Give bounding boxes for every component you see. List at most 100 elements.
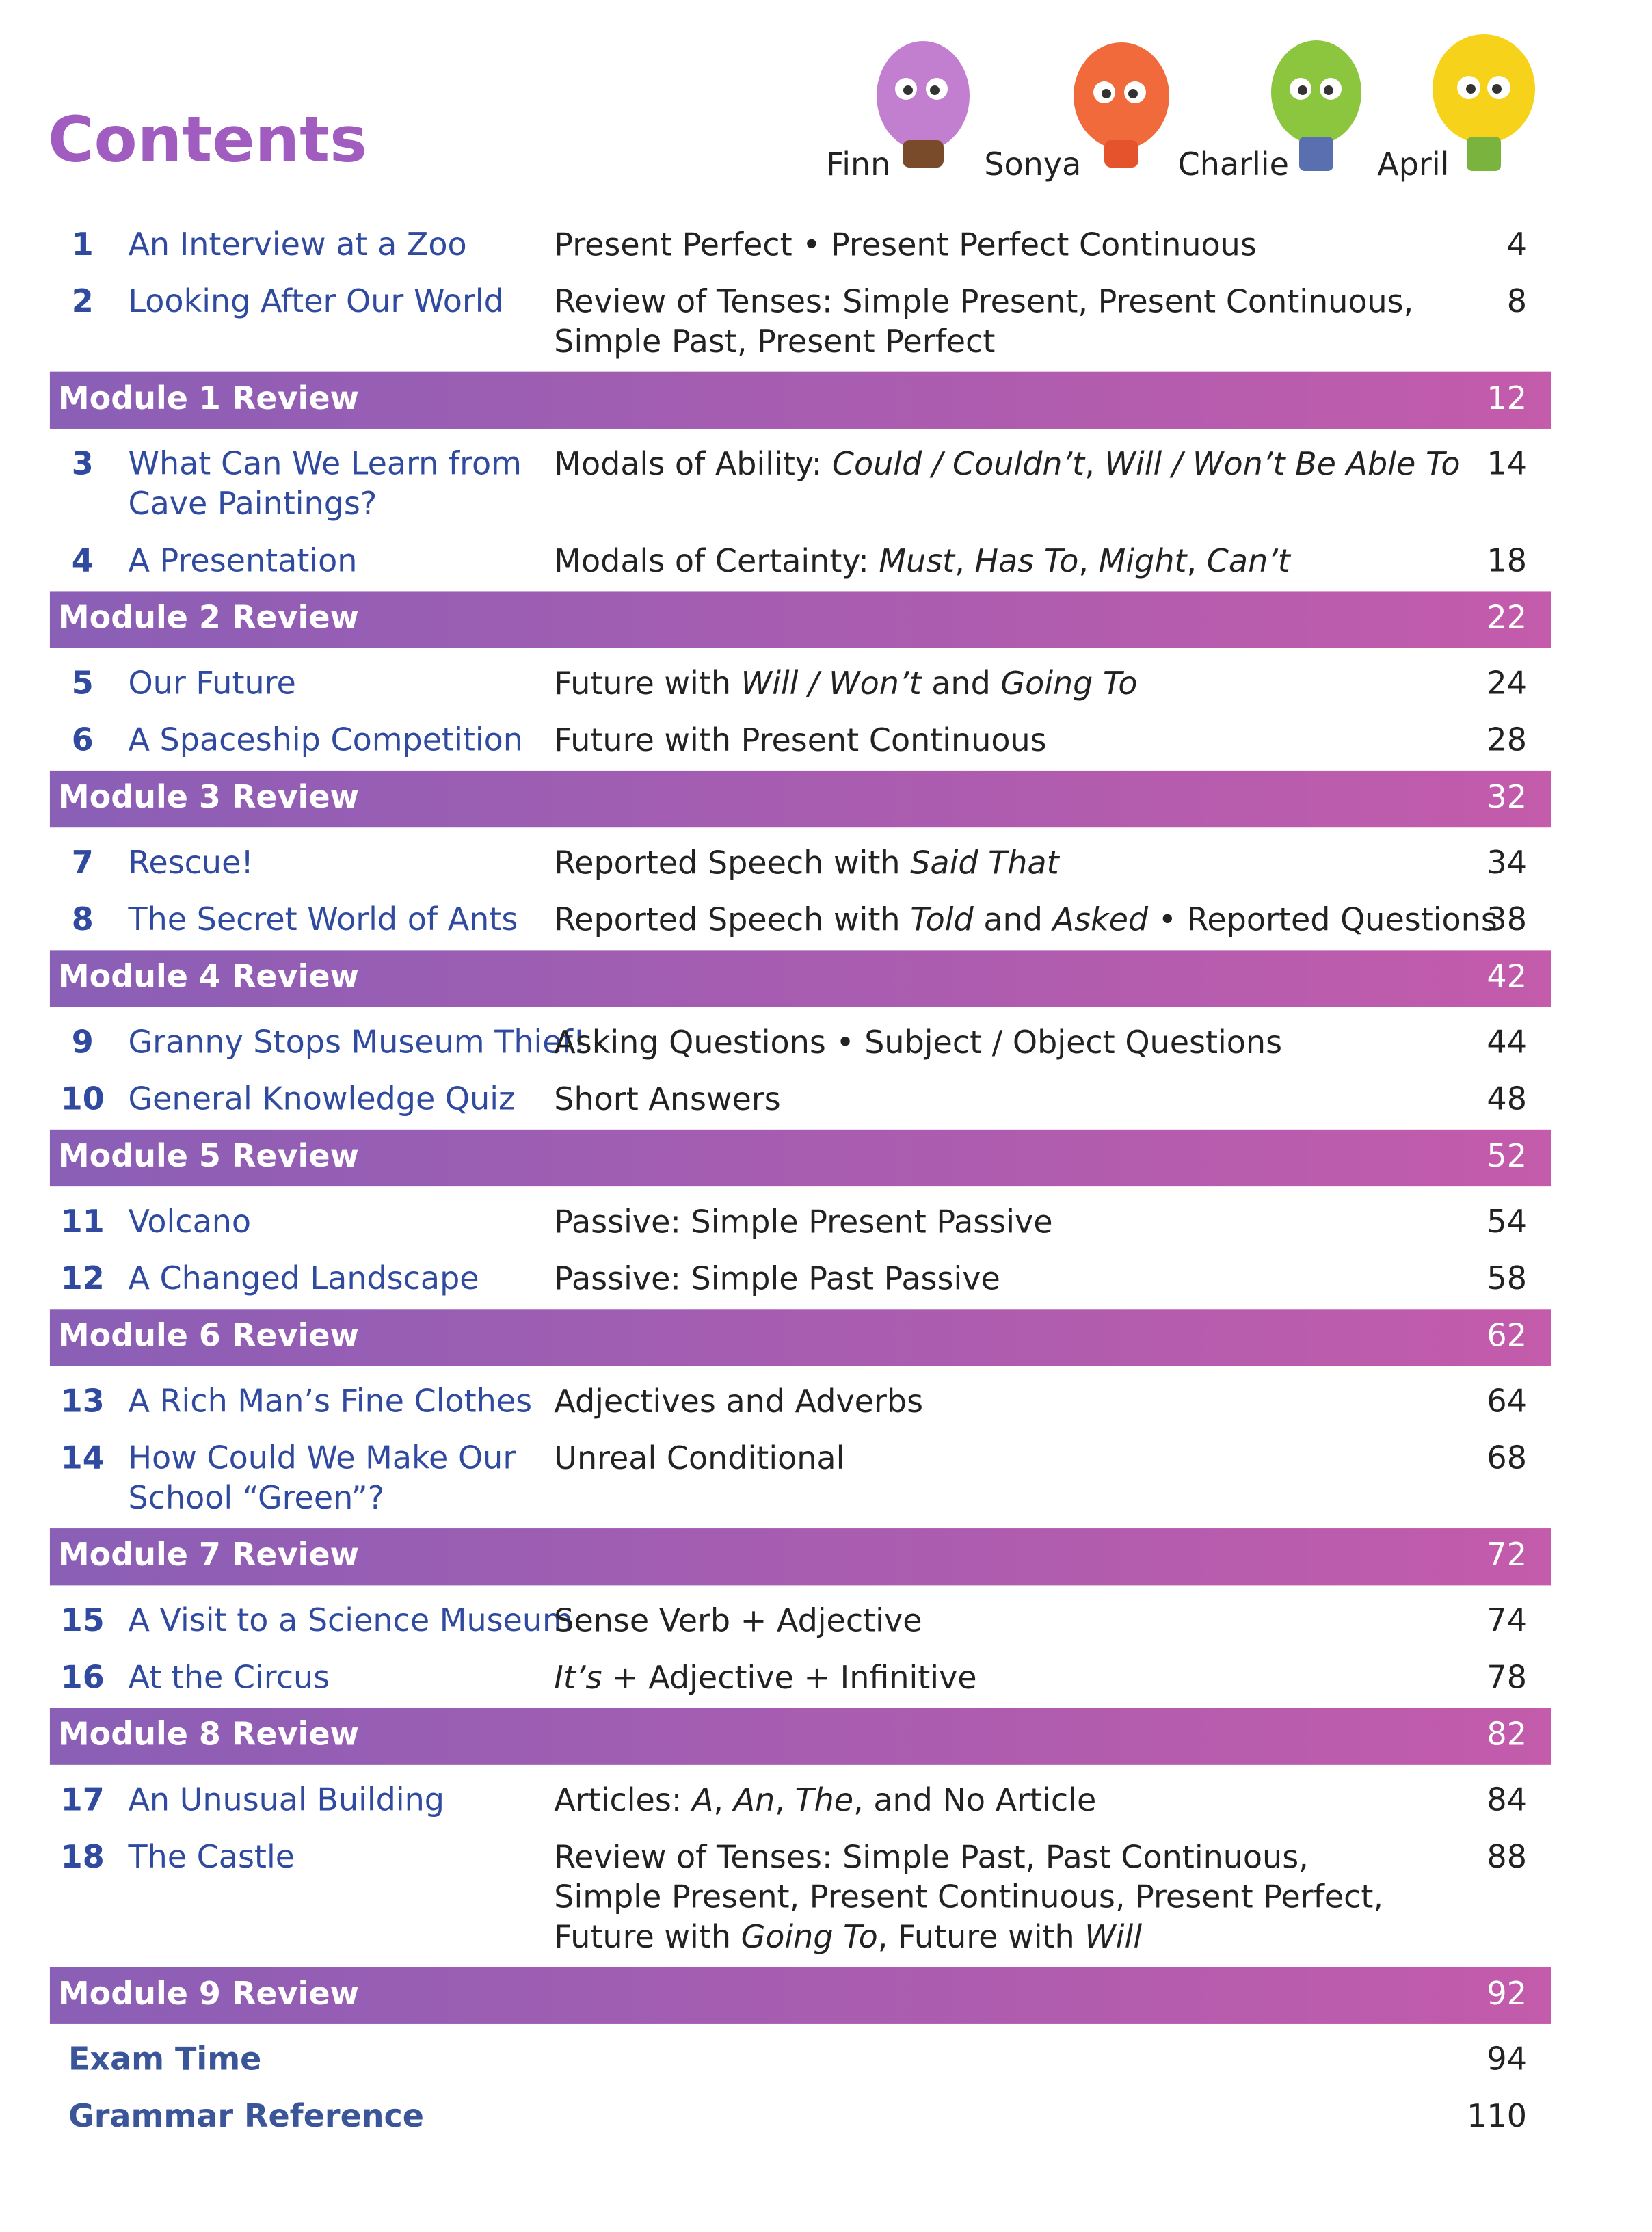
grammar-text: Review of Tenses: Simple Present, Presen… [554, 282, 1413, 319]
unit-page: 88 [1487, 1838, 1527, 1875]
unit-title: Granny Stops Museum Thief! [128, 1023, 585, 1060]
grammar-text: An [732, 1781, 775, 1818]
grammar-text: Going To [1000, 664, 1137, 701]
unit-title: School “Green”? [128, 1479, 384, 1516]
unit-page: 44 [1487, 1023, 1527, 1060]
review-title: Module 5 Review [58, 1137, 359, 1174]
unit-page: 4 [1507, 226, 1527, 263]
unit-page: 64 [1487, 1382, 1527, 1419]
grammar-text: Will [1084, 1917, 1142, 1954]
review-title: Module 1 Review [58, 380, 359, 416]
review-bar [49, 371, 1551, 429]
grammar-line: Adjectives and Adverbs [554, 1382, 923, 1419]
grammar-line: Short Answers [554, 1080, 780, 1117]
grammar-text: A [690, 1781, 713, 1818]
grammar-text: Passive: Simple Present Passive [554, 1203, 1052, 1240]
unit-page: 74 [1487, 1602, 1527, 1638]
grammar-text: Will / Won’t [741, 664, 923, 701]
review-bar [49, 1708, 1551, 1765]
unit-page: 38 [1487, 901, 1527, 938]
grammar-line: Reported Speech with Said That [554, 844, 1060, 881]
review-page: 12 [1487, 380, 1527, 416]
grammar-line: Future with Going To, Future with Will [554, 1917, 1142, 1954]
character-name: Sonya [984, 146, 1081, 183]
review-bar [49, 1309, 1551, 1366]
grammar-line: Modals of Certainty: Must, Has To, Might… [554, 542, 1292, 579]
unit-page: 58 [1487, 1260, 1527, 1297]
unit-number: 18 [61, 1838, 105, 1875]
review-page: 72 [1487, 1536, 1527, 1573]
grammar-line: Present Perfect • Present Perfect Contin… [554, 226, 1257, 263]
unit-page: 18 [1487, 542, 1527, 579]
extra-page: 110 [1467, 2097, 1527, 2134]
grammar-line: It’s + Adjective + Infinitive [554, 1658, 976, 1695]
review-bar [49, 770, 1551, 828]
grammar-text: It’s [554, 1658, 602, 1695]
review-page: 92 [1487, 1975, 1527, 2012]
review-page: 22 [1487, 599, 1527, 636]
unit-title: A Spaceship Competition [128, 721, 523, 758]
unit-page: 8 [1507, 282, 1527, 319]
unit-title: A Changed Landscape [128, 1260, 479, 1297]
grammar-line: Review of Tenses: Simple Present, Presen… [554, 282, 1413, 319]
grammar-line: Simple Past, Present Perfect [554, 323, 995, 360]
character-name: April [1377, 146, 1449, 183]
unit-title: The Secret World of Ants [127, 901, 518, 938]
unit-number: 16 [61, 1658, 105, 1695]
grammar-text: Review of Tenses: Simple Past, Past Cont… [554, 1838, 1309, 1875]
grammar-line: Asking Questions • Subject / Object Ques… [554, 1023, 1282, 1060]
grammar-text: , and No Article [853, 1781, 1096, 1818]
unit-number: 6 [72, 721, 94, 758]
extra-page: 94 [1487, 2041, 1527, 2077]
grammar-line: Passive: Simple Past Passive [554, 1260, 1000, 1297]
grammar-text: Reported Speech with [554, 901, 910, 938]
unit-page: 84 [1487, 1781, 1527, 1818]
unit-page: 14 [1487, 445, 1527, 482]
unit-number: 9 [72, 1023, 94, 1060]
grammar-text: Future with [554, 1917, 741, 1954]
grammar-text: Articles: [554, 1781, 692, 1818]
grammar-text: Will / Won’t Be Able To [1104, 445, 1460, 482]
grammar-text: Going To [741, 1917, 878, 1954]
april-figure [1433, 34, 1535, 171]
unit-number: 17 [61, 1781, 105, 1818]
characters [877, 34, 1535, 171]
unit-title: Rescue! [128, 844, 253, 881]
review-title: Module 8 Review [58, 1716, 359, 1753]
grammar-text: Sense Verb + Adjective [554, 1602, 922, 1638]
grammar-text: , [1084, 445, 1104, 482]
unit-title: Volcano [128, 1203, 251, 1240]
unit-number: 8 [72, 901, 94, 938]
grammar-line: Review of Tenses: Simple Past, Past Cont… [554, 1838, 1309, 1875]
grammar-text: and [922, 664, 1001, 701]
grammar-text: • Reported Questions [1148, 901, 1497, 938]
unit-title: A Presentation [128, 542, 357, 579]
grammar-text: Has To [974, 542, 1078, 579]
unit-page: 54 [1487, 1203, 1527, 1240]
grammar-text: Simple Present, Present Continuous, Pres… [554, 1878, 1383, 1915]
unit-title: An Interview at a Zoo [128, 226, 466, 263]
unit-page: 48 [1487, 1080, 1527, 1117]
review-page: 42 [1487, 958, 1527, 995]
review-title: Module 9 Review [58, 1975, 359, 2012]
review-title: Module 2 Review [58, 599, 359, 636]
character-name: Finn [826, 146, 890, 183]
unit-number: 10 [61, 1080, 105, 1117]
grammar-text: Reported Speech with [554, 844, 910, 881]
grammar-text: Might [1099, 542, 1188, 579]
grammar-text: Simple Past, Present Perfect [554, 323, 995, 360]
unit-page: 78 [1487, 1658, 1527, 1695]
grammar-line: Future with Present Continuous [554, 721, 1046, 758]
unit-page: 34 [1487, 844, 1527, 881]
unit-number: 3 [72, 445, 94, 482]
grammar-line: Passive: Simple Present Passive [554, 1203, 1052, 1240]
unit-page: 24 [1487, 664, 1527, 701]
grammar-text: , Future with [878, 1917, 1085, 1954]
grammar-text: Modals of Ability: [554, 445, 832, 482]
grammar-text: Can’t [1207, 542, 1292, 579]
extra-title: Exam Time [68, 2041, 261, 2077]
unit-title: How Could We Make Our [128, 1439, 516, 1476]
unit-number: 11 [61, 1203, 105, 1240]
grammar-text: Future with [554, 664, 741, 701]
